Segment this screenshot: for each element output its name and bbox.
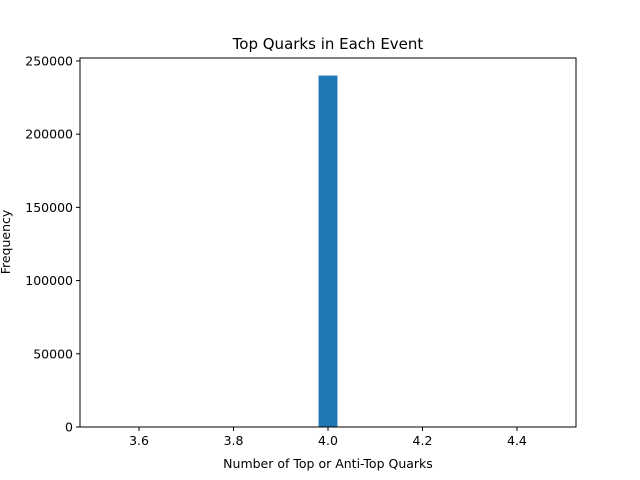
x-tick-label: 3.8 bbox=[224, 433, 244, 448]
bars-layer bbox=[318, 75, 338, 428]
x-tick-label: 4.0 bbox=[318, 433, 338, 448]
y-axis-label: Frequency bbox=[0, 209, 13, 274]
x-tick-label: 3.6 bbox=[129, 433, 149, 448]
y-axis: 0 50000 100000 150000 200000 250000 bbox=[25, 53, 80, 435]
x-axis-label: Number of Top or Anti-Top Quarks bbox=[223, 456, 433, 471]
y-tick-label: 150000 bbox=[25, 200, 73, 215]
histogram-bar bbox=[318, 75, 338, 428]
x-tick-label: 4.4 bbox=[507, 433, 527, 448]
x-tick-label: 4.2 bbox=[413, 433, 433, 448]
y-tick-label: 50000 bbox=[33, 346, 73, 361]
chart-title: Top Quarks in Each Event bbox=[232, 35, 424, 53]
y-tick-label: 200000 bbox=[25, 127, 73, 142]
y-tick-label: 100000 bbox=[25, 273, 73, 288]
y-tick-label: 0 bbox=[65, 420, 73, 435]
x-axis: 3.6 3.8 4.0 4.2 4.4 bbox=[129, 427, 527, 448]
y-tick-label: 250000 bbox=[25, 53, 73, 68]
